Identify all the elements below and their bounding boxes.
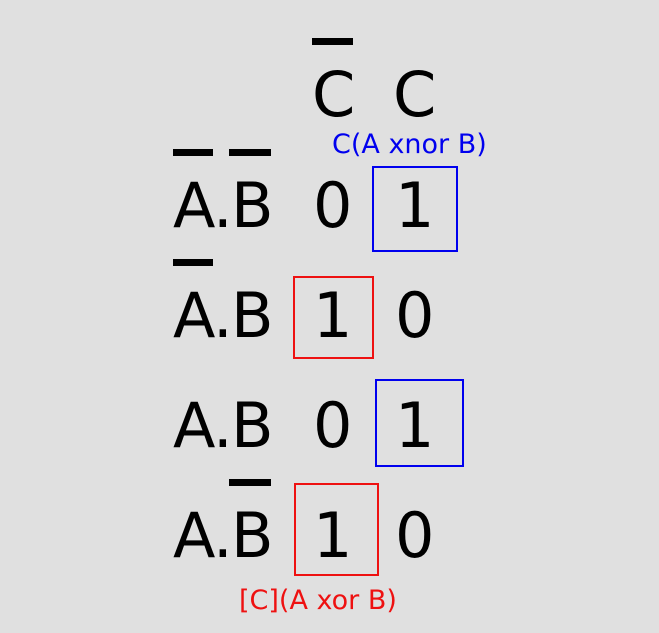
row-4-c-bar-value: 1	[313, 499, 353, 572]
c-column-negation-bar	[312, 38, 353, 45]
blue-group-box-1	[372, 166, 458, 252]
row-2-and-dot: .	[213, 279, 233, 352]
row-1-a-negation-bar	[173, 149, 213, 156]
row-1-c-value: 1	[395, 169, 435, 242]
row-2-a-negation-bar	[173, 259, 213, 266]
c-column-header: C	[393, 58, 437, 131]
row-2-c-value: 0	[395, 279, 435, 352]
row-1-c-bar-value: 0	[313, 169, 353, 242]
row-4-and-dot: .	[213, 499, 233, 572]
row-3-c-bar-value: 0	[313, 389, 353, 462]
row-3-and-dot: .	[213, 389, 233, 462]
row-2-b-label: B	[231, 279, 274, 352]
row-4-a-label: A	[173, 499, 216, 572]
row-4-b-negation-bar	[229, 479, 271, 486]
row-2-a-label: A	[173, 279, 216, 352]
row-4-c-value: 0	[395, 499, 435, 572]
row-3-b-label: B	[231, 389, 274, 462]
blue-group-box-2	[375, 379, 464, 467]
row-1-b-negation-bar	[229, 149, 271, 156]
row-3-a-label: A	[173, 389, 216, 462]
red-group-label: [C](A xor B)	[239, 585, 397, 616]
red-group-box-1	[293, 276, 374, 359]
row-1-and-dot: .	[213, 169, 233, 242]
c-bar-column-header: C	[312, 58, 356, 131]
row-2-c-bar-value: 1	[313, 279, 353, 352]
row-4-b-label: B	[231, 499, 274, 572]
red-group-box-2	[294, 483, 379, 576]
row-3-c-value: 1	[395, 389, 435, 462]
blue-group-label: C(A xnor B)	[332, 129, 487, 160]
row-1-b-label: B	[231, 169, 274, 242]
row-1-a-label: A	[173, 169, 216, 242]
